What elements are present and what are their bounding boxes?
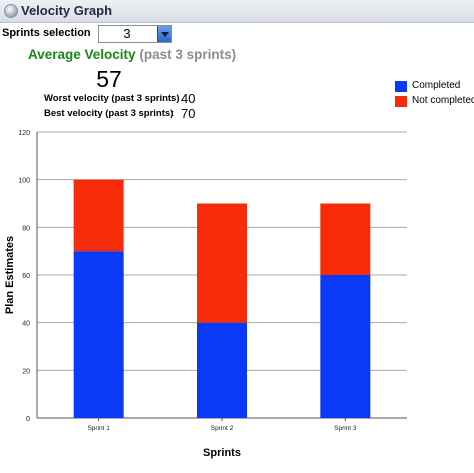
legend-label-completed: Completed <box>412 80 461 91</box>
bar-not-completed <box>73 179 124 252</box>
x-tick-label: Sprint 1 <box>87 425 110 432</box>
bar-not-completed <box>320 203 371 275</box>
legend-swatch-not-completed <box>395 96 407 107</box>
best-velocity-separator: : <box>171 108 175 119</box>
average-velocity-value: 57 <box>96 66 122 92</box>
y-axis-title: Plan Estimates <box>4 236 16 314</box>
velocity-chart: 0 20 40 60 80 100 120 Sprint 1 Sprint 2 Sprint 3 S… <box>4 130 407 459</box>
window-titlebar: Velocity Graph <box>0 0 474 23</box>
x-tick-label: Sprint 2 <box>211 425 234 432</box>
best-velocity-value: 70 <box>181 106 196 121</box>
sprints-selection-value: 3 <box>123 26 131 41</box>
window-circle-icon[interactable] <box>4 4 18 18</box>
y-tick-label: 120 <box>18 130 30 137</box>
legend-swatch-completed <box>395 81 407 92</box>
legend-label-not-completed: Not completed <box>412 95 474 106</box>
y-tick-label: 40 <box>22 321 30 328</box>
bar-completed <box>320 275 371 418</box>
sprints-selection-dropdown[interactable]: 3 <box>98 25 172 43</box>
average-velocity-heading: Average Velocity (past 3 sprints) <box>28 47 236 62</box>
y-tick-label: 20 <box>22 368 30 375</box>
x-tick-label: Sprint 3 <box>334 425 357 432</box>
average-velocity-subtitle: (past 3 sprints) <box>139 47 237 62</box>
bar-completed <box>197 322 247 418</box>
y-tick-label: 60 <box>22 273 30 280</box>
window-title: Velocity Graph <box>21 3 113 18</box>
worst-velocity-value: 40 <box>181 91 196 106</box>
best-velocity-label: Best velocity (past 3 sprints) <box>44 108 174 119</box>
worst-velocity-separator: : <box>171 93 175 104</box>
y-tick-label: 100 <box>18 178 30 185</box>
average-velocity-title: Average Velocity <box>28 47 136 62</box>
bar-not-completed <box>197 203 247 323</box>
x-axis-title: Sprints <box>203 447 241 459</box>
bar-completed <box>73 251 124 418</box>
y-tick-label: 80 <box>22 225 30 232</box>
y-tick-label: 0 <box>26 416 30 423</box>
sprints-selection-label: Sprints selection <box>2 27 91 39</box>
worst-velocity-label: Worst velocity (past 3 sprints) <box>44 93 180 104</box>
chevron-down-icon[interactable] <box>157 26 171 42</box>
